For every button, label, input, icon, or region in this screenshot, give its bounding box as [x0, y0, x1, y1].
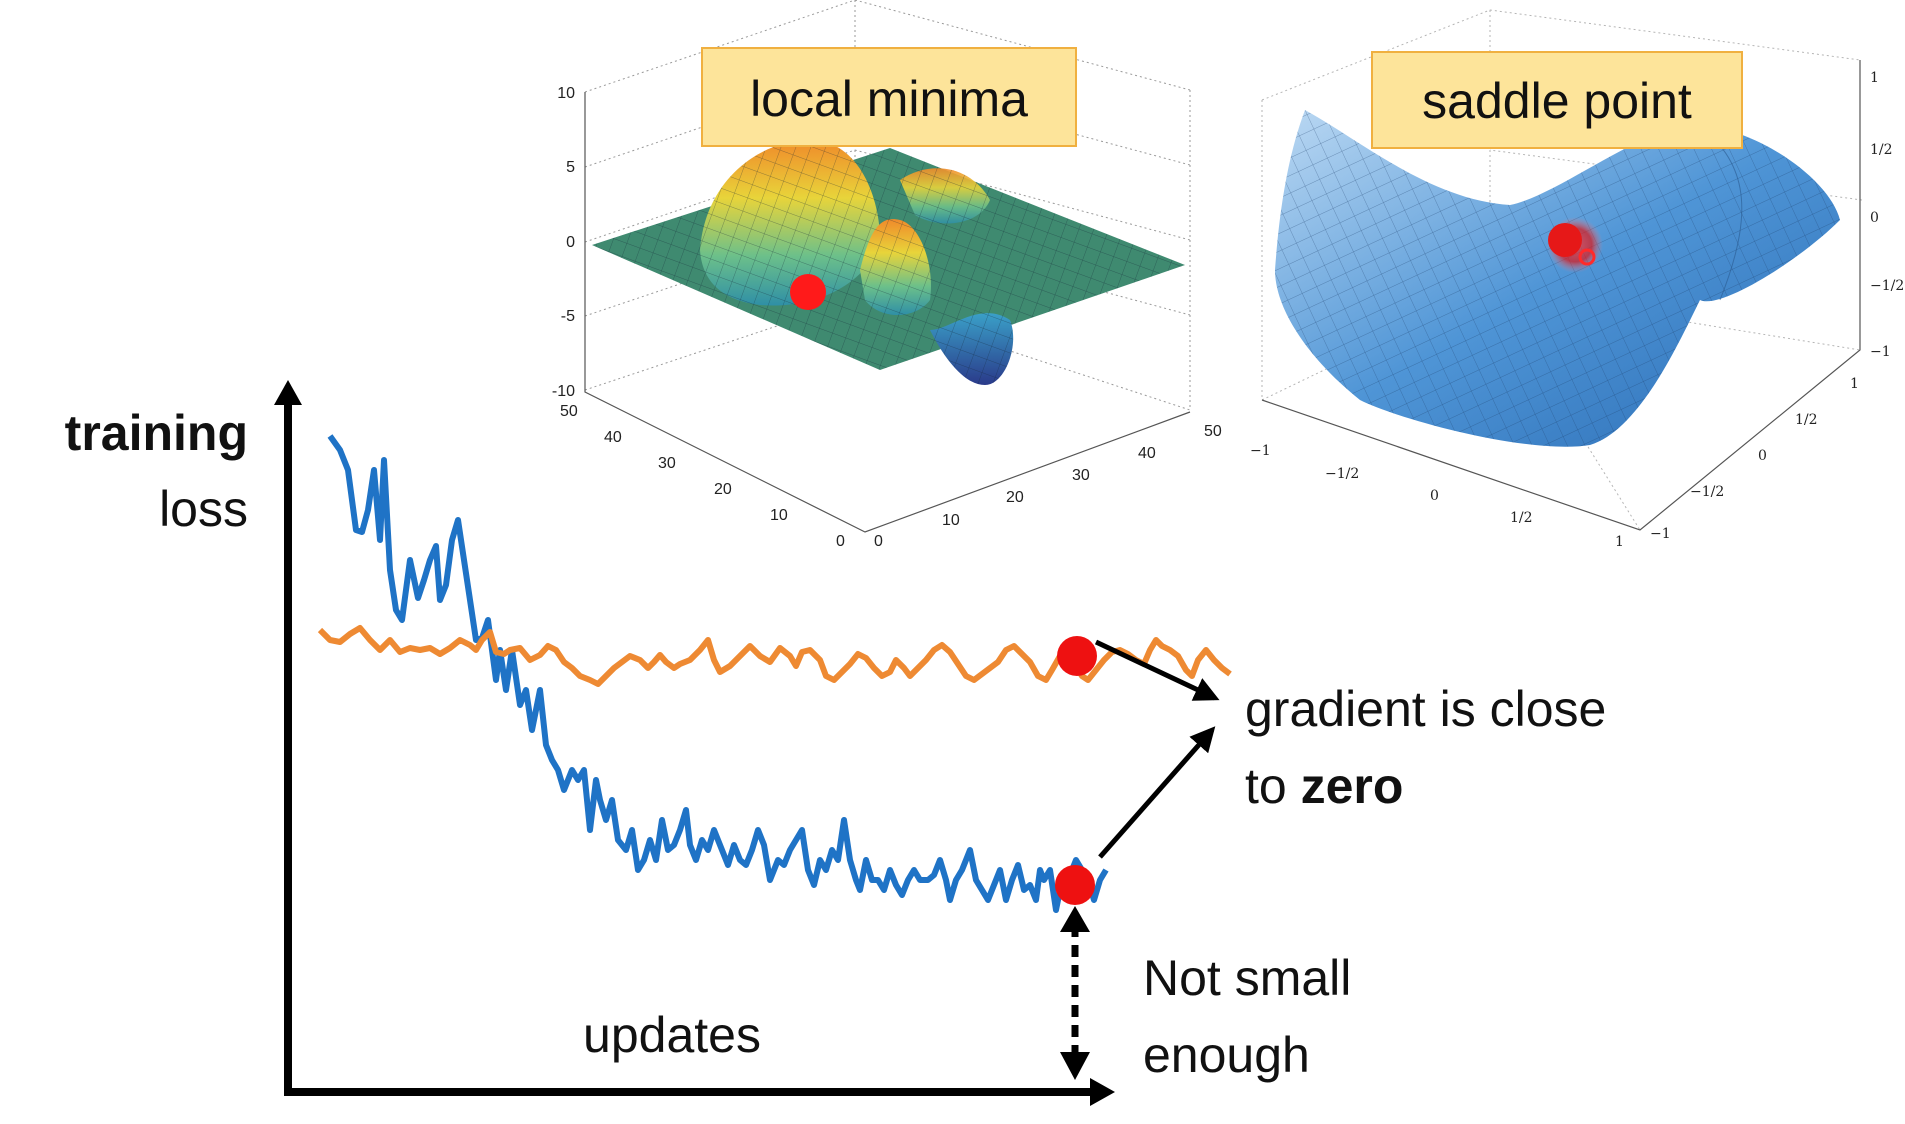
saddle-ball [1548, 223, 1582, 257]
arrow-from-blue [1098, 726, 1216, 859]
local-minima-z-ticks: 10 5 0 -5 -10 [552, 85, 575, 400]
y-tick: 30 [658, 455, 676, 472]
not-small-double-arrow [1060, 906, 1090, 1080]
down-arrowhead [1060, 1052, 1090, 1080]
y-tick: 40 [604, 429, 622, 446]
blue-end-marker [1055, 865, 1095, 905]
x-tick: 1/2 [1510, 510, 1533, 526]
z-tick: -10 [552, 383, 575, 400]
local-minima-ball [790, 274, 826, 310]
not-small-line2: enough [1143, 1027, 1310, 1083]
x-axis-label: updates [583, 1007, 761, 1063]
not-small-line1: Not small [1143, 950, 1351, 1006]
x-tick: 30 [1072, 467, 1090, 484]
y-axis-label-training: training [65, 405, 248, 461]
x-tick: 20 [1006, 489, 1024, 506]
x-tick: 1 [1615, 534, 1624, 550]
x-axis-arrowhead [1090, 1078, 1115, 1106]
x-tick: 40 [1138, 445, 1156, 462]
local-minima-label: local minima [750, 71, 1028, 127]
loss-axes: training loss updates [65, 380, 1115, 1106]
local-minima-plot: 10 5 0 -5 -10 50 40 30 20 10 0 0 10 20 3… [552, 0, 1222, 550]
local-minima-x-ticks: 0 10 20 30 40 50 [874, 423, 1222, 550]
y-tick: 20 [714, 481, 732, 498]
loss-curves [317, 434, 1232, 913]
local-minima-label-box [701, 47, 1077, 147]
y-tick: 0 [836, 533, 845, 550]
x-tick: 10 [942, 512, 960, 529]
y-tick: 0 [1758, 448, 1767, 464]
blue-loss-curve [327, 434, 1109, 913]
y-tick: 50 [560, 403, 578, 420]
z-tick: 5 [566, 159, 575, 176]
z-tick: 1 [1870, 70, 1879, 86]
z-tick: 1/2 [1870, 142, 1893, 158]
y-tick: −1/2 [1690, 484, 1724, 500]
z-tick: −1/2 [1870, 278, 1904, 294]
y-axis-arrowhead [274, 380, 302, 405]
local-minima-y-ticks: 50 40 30 20 10 0 [560, 403, 845, 550]
z-tick: 10 [557, 85, 575, 102]
saddle-y-ticks: 1 1/2 0 −1/2 −1 [1650, 376, 1859, 542]
y-tick: 1/2 [1795, 412, 1818, 428]
orange-end-marker [1057, 636, 1097, 676]
x-tick: 0 [874, 533, 883, 550]
gradient-callout-line1: gradient is close [1245, 681, 1606, 737]
y-tick: 10 [770, 507, 788, 524]
x-tick: −1 [1250, 443, 1271, 459]
gradient-arrows [1094, 639, 1220, 859]
saddle-point-label-box [1371, 51, 1743, 149]
arrow-from-orange [1094, 639, 1220, 701]
x-tick: 0 [1430, 488, 1439, 504]
gradient-callout-to: to [1245, 758, 1287, 814]
saddle-point-label: saddle point [1422, 73, 1692, 129]
z-tick: -5 [561, 308, 575, 325]
z-tick: 0 [566, 234, 575, 251]
z-tick: 0 [1870, 210, 1879, 226]
y-tick: 1 [1850, 376, 1859, 392]
gradient-callout-zero: zero [1301, 758, 1404, 814]
saddle-x-ticks: −1 −1/2 0 1/2 1 [1250, 443, 1624, 550]
x-tick: −1/2 [1325, 466, 1359, 482]
orange-loss-curve [317, 625, 1232, 687]
up-arrowhead [1060, 906, 1090, 932]
y-tick: −1 [1650, 526, 1671, 542]
gradient-callout-line2: to zero [1245, 758, 1403, 814]
z-tick: −1 [1870, 344, 1891, 360]
x-tick: 50 [1204, 423, 1222, 440]
saddle-z-ticks: 1 1/2 0 −1/2 −1 [1870, 70, 1904, 360]
saddle-plot: 1 1/2 0 −1/2 −1 −1 −1/2 0 1/2 1 1 1/2 0 … [1250, 9, 1904, 550]
y-axis-label-loss: loss [159, 481, 248, 537]
